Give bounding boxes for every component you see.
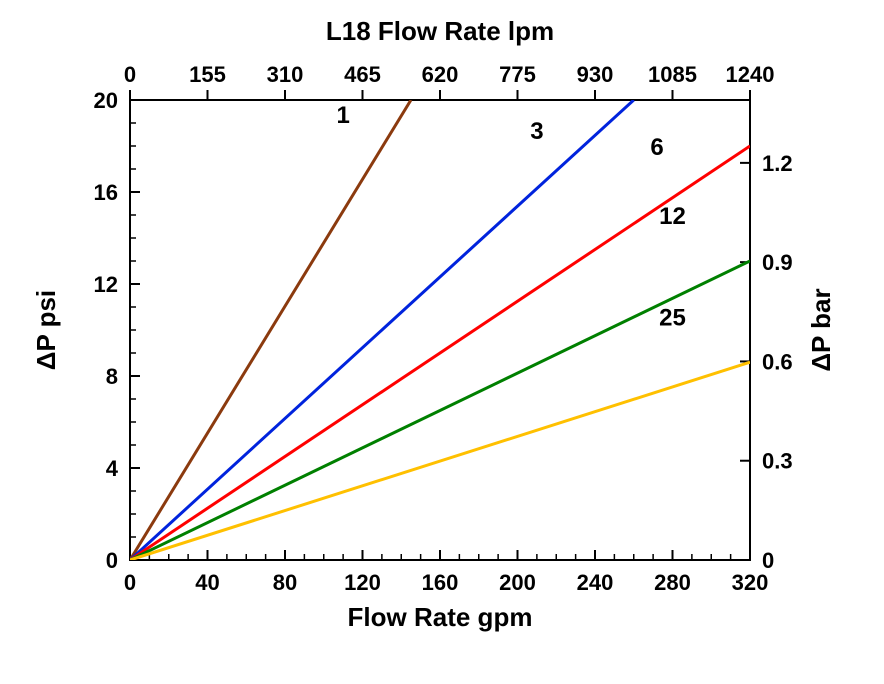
bottom-tick-label: 120	[344, 570, 381, 595]
left-tick-label: 16	[94, 180, 118, 205]
series-label-25: 25	[659, 304, 686, 331]
right-tick-label: 0.9	[762, 250, 793, 275]
top-tick-label: 155	[189, 62, 226, 87]
top-tick-label: 620	[422, 62, 459, 87]
series-label-1: 1	[336, 102, 349, 129]
top-tick-label: 0	[124, 62, 136, 87]
top-tick-label: 310	[267, 62, 304, 87]
bottom-tick-label: 40	[195, 570, 219, 595]
left-tick-label: 4	[106, 456, 119, 481]
left-tick-label: 0	[106, 548, 118, 573]
series-label-3: 3	[530, 118, 543, 145]
right-tick-label: 0.3	[762, 449, 793, 474]
bottom-tick-label: 80	[273, 570, 297, 595]
bottom-tick-label: 240	[577, 570, 614, 595]
right-tick-label: 1.2	[762, 151, 793, 176]
left-tick-label: 8	[106, 364, 118, 389]
bottom-tick-label: 320	[732, 570, 769, 595]
left-tick-label: 20	[94, 88, 118, 113]
bottom-axis-title: Flow Rate gpm	[348, 602, 533, 632]
top-tick-label: 465	[344, 62, 381, 87]
bottom-tick-label: 200	[499, 570, 536, 595]
right-axis-title: ΔP bar	[806, 288, 836, 371]
top-tick-label: 930	[577, 62, 614, 87]
bottom-tick-label: 280	[654, 570, 691, 595]
top-tick-label: 1085	[648, 62, 697, 87]
top-axis-title: L18 Flow Rate lpm	[326, 16, 554, 46]
series-label-12: 12	[659, 203, 686, 230]
top-tick-label: 1240	[726, 62, 775, 87]
left-tick-label: 12	[94, 272, 118, 297]
right-tick-label: 0	[762, 548, 774, 573]
bottom-tick-label: 160	[422, 570, 459, 595]
top-tick-label: 775	[499, 62, 536, 87]
series-label-6: 6	[650, 134, 663, 161]
bottom-tick-label: 0	[124, 570, 136, 595]
right-tick-label: 0.6	[762, 349, 793, 374]
pressure-flow-chart: L18 Flow Rate lpm01553104656207759301085…	[0, 0, 884, 684]
left-axis-title: ΔP psi	[31, 290, 61, 370]
chart-container: L18 Flow Rate lpm01553104656207759301085…	[0, 0, 884, 684]
